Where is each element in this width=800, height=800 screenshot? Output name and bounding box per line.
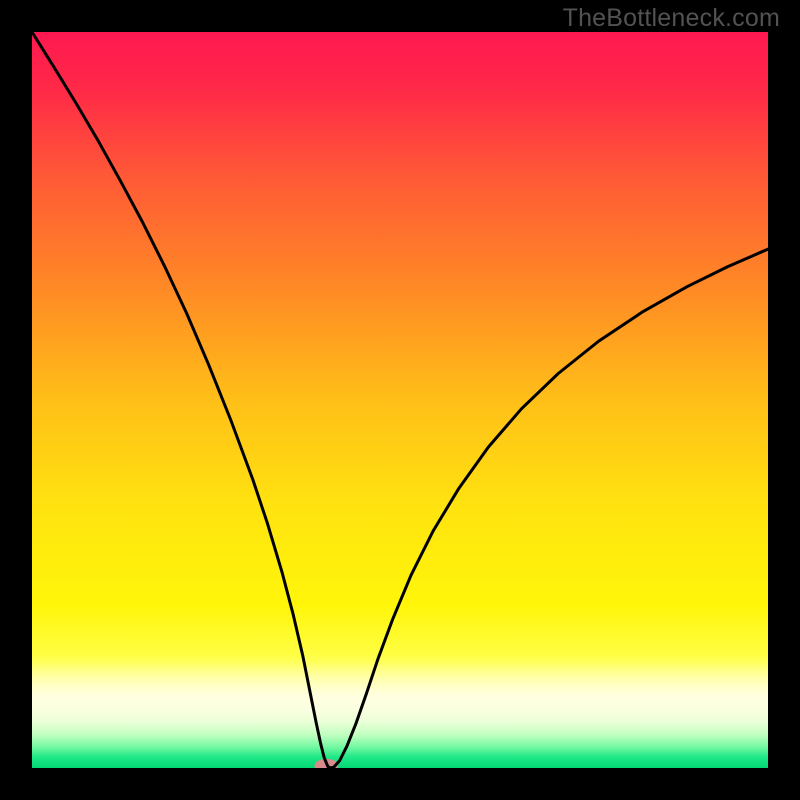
- watermark-text: TheBottleneck.com: [563, 4, 780, 33]
- plot-svg: [32, 32, 768, 768]
- gradient-band: [32, 655, 768, 768]
- bottleneck-chart: TheBottleneck.com: [0, 0, 800, 800]
